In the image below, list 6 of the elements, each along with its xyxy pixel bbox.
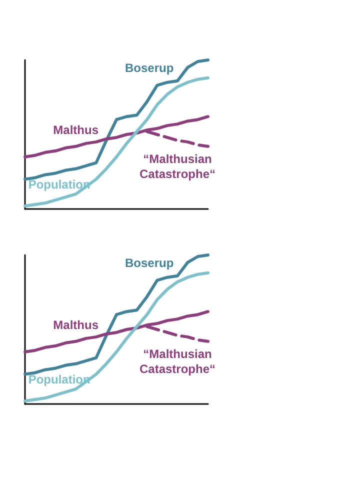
- series-label: Boserup: [124, 256, 174, 270]
- series-label: Malthus: [53, 318, 99, 332]
- series-label: “Malthusian Catastrophe“: [139, 346, 216, 376]
- series-label: Boserup: [124, 60, 174, 75]
- series-label: “Malthusian Catastrophe“: [139, 152, 216, 181]
- series-label: Malthus: [53, 122, 99, 137]
